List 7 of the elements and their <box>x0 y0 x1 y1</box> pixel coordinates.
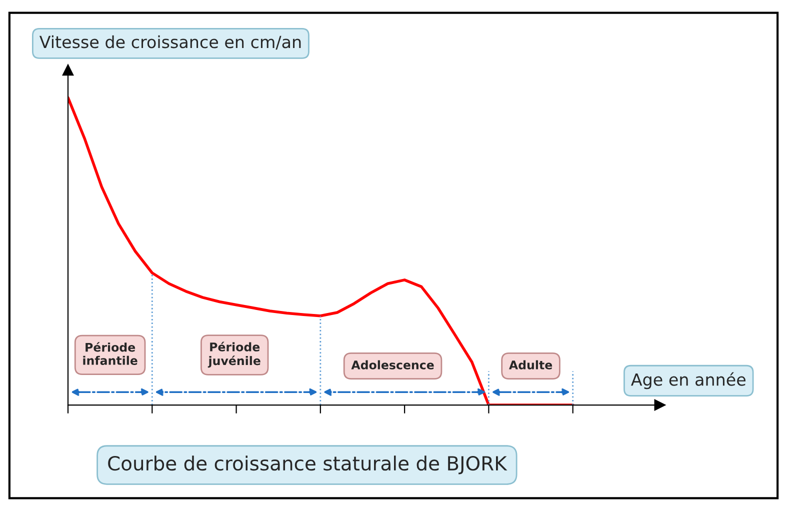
annotation: Adolescence <box>351 360 434 370</box>
annotation: Adulte <box>508 360 552 370</box>
y-axis-title: Vitesse de croissance en cm/an <box>39 35 301 50</box>
annotation: Période juvénile <box>208 342 260 368</box>
annotation: Période infantile <box>83 342 138 365</box>
x-axis-title: Age en année <box>631 372 746 390</box>
text: Courbe de croissance staturale de BJORK <box>108 456 508 474</box>
